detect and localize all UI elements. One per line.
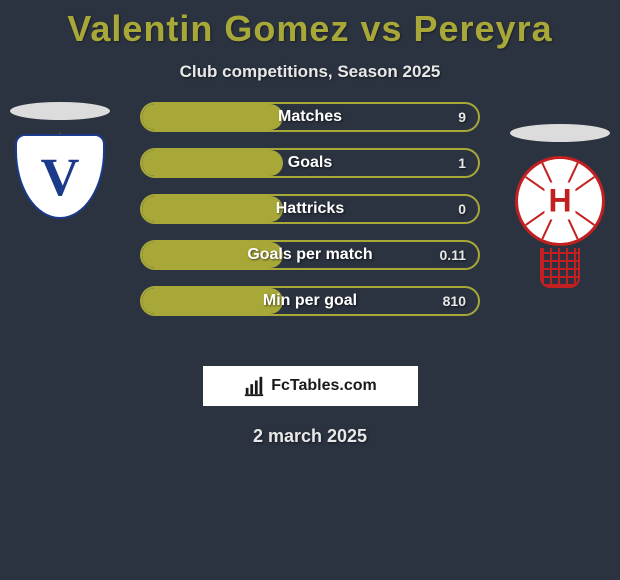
player-silhouette-placeholder (10, 102, 110, 120)
stat-bars: Matches 9 Goals 1 Hattricks 0 Goals per … (140, 102, 480, 332)
stat-row-min-per-goal: Min per goal 810 (140, 286, 480, 316)
subtitle: Club competitions, Season 2025 (0, 62, 620, 82)
velez-crest-icon: ★ V (10, 134, 110, 224)
stat-row-goals: Goals 1 (140, 148, 480, 178)
bar-chart-icon (243, 375, 265, 397)
stat-label: Min per goal (142, 288, 478, 314)
stat-value: 9 (458, 104, 466, 130)
stat-label: Matches (142, 104, 478, 130)
stat-row-goals-per-match: Goals per match 0.11 (140, 240, 480, 270)
stat-label: Goals (142, 150, 478, 176)
right-team-badge: H (510, 102, 610, 296)
stat-value: 0.11 (440, 242, 466, 268)
watermark-text: FcTables.com (271, 377, 377, 395)
stat-label: Goals per match (142, 242, 478, 268)
stat-value: 0 (458, 196, 466, 222)
stat-value: 810 (443, 288, 466, 314)
comparison-panel: ★ V H Matches 9 Goals 1 (0, 102, 620, 362)
stat-row-hattricks: Hattricks 0 (140, 194, 480, 224)
player-silhouette-placeholder (510, 124, 610, 142)
page-title: Valentin Gomez vs Pereyra (0, 0, 620, 50)
left-team-badge: ★ V (10, 102, 110, 224)
date-text: 2 march 2025 (0, 426, 620, 447)
stat-row-matches: Matches 9 (140, 102, 480, 132)
watermark: FcTables.com (203, 366, 418, 406)
stat-value: 1 (458, 150, 466, 176)
huracan-crest-icon: H (510, 156, 610, 296)
stat-label: Hattricks (142, 196, 478, 222)
